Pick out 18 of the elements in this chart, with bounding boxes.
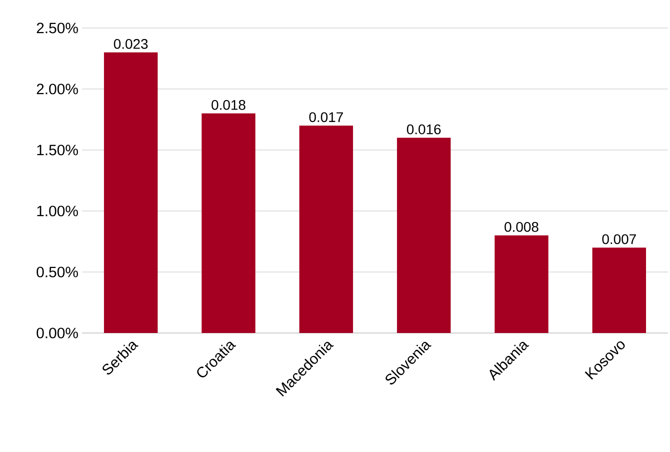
- y-tick-label: 2.00%: [36, 84, 78, 94]
- bar: [299, 126, 354, 333]
- y-tick-label: 0.50%: [36, 266, 78, 278]
- bar: [396, 138, 451, 333]
- bar: [104, 52, 158, 333]
- data-label: 0.023: [114, 38, 148, 49]
- bar: [202, 113, 256, 333]
- data-label: 0.007: [602, 234, 636, 244]
- data-label: 0.016: [406, 124, 441, 134]
- data-label: 0.018: [212, 100, 246, 110]
- y-tick-label: 2.50%: [36, 22, 78, 34]
- data-label: 0.017: [309, 112, 343, 122]
- y-tick-label: 1.00%: [37, 206, 78, 216]
- y-tick-label: 1.50%: [37, 144, 78, 156]
- data-label: 0.008: [504, 222, 538, 232]
- y-tick-label: 0.00%: [36, 328, 78, 338]
- bar: [494, 235, 548, 333]
- bar: [592, 248, 646, 333]
